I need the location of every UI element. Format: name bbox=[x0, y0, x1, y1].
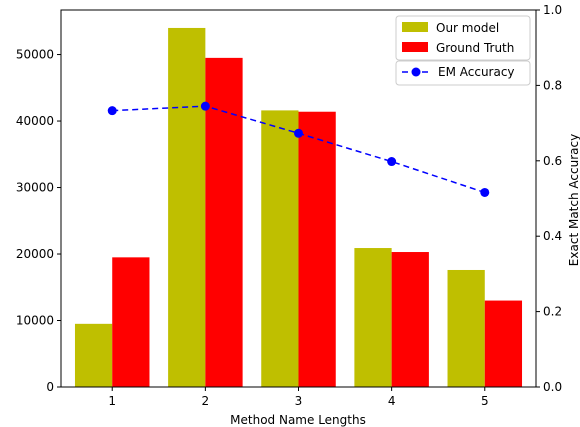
bar-our-model-5 bbox=[447, 269, 485, 387]
bar-ground-truth-3 bbox=[298, 111, 336, 387]
left-tick-label: 20000 bbox=[16, 247, 54, 261]
em-accuracy-point-2 bbox=[200, 101, 210, 111]
bar-our-model-1 bbox=[74, 323, 113, 387]
bar-ground-truth-2 bbox=[205, 57, 243, 387]
em-accuracy-point-1 bbox=[107, 106, 117, 116]
y2-axis-label: Exact Match Accuracy bbox=[567, 134, 580, 266]
bar-our-model-4 bbox=[354, 248, 392, 387]
right-tick-label: 0.6 bbox=[543, 154, 562, 168]
bar-legend-box bbox=[395, 15, 531, 61]
x-ticks: 1 2 3 4 5 bbox=[108, 387, 489, 408]
bar-our-model-2 bbox=[168, 27, 206, 387]
em-accuracy-point-5 bbox=[480, 187, 490, 197]
em-accuracy-line-group bbox=[107, 101, 490, 197]
x-tick-label: 1 bbox=[108, 394, 116, 408]
legend-swatch-0 bbox=[402, 22, 428, 32]
right-tick-label: 0.2 bbox=[543, 305, 562, 319]
legend-label-1: Ground Truth bbox=[436, 41, 514, 55]
line-legend: EM Accuracy bbox=[395, 60, 531, 86]
x-tick-label: 3 bbox=[295, 394, 303, 408]
left-tick-label: 40000 bbox=[16, 114, 54, 128]
left-y-ticks: 0 10000 20000 30000 40000 50000 bbox=[16, 48, 61, 394]
x-tick-label: 2 bbox=[202, 394, 210, 408]
bar-legend: Our model Ground Truth bbox=[395, 15, 531, 61]
legend-label-em-accuracy: EM Accuracy bbox=[438, 65, 515, 79]
left-tick-label: 30000 bbox=[16, 181, 54, 195]
legend-label-0: Our model bbox=[436, 21, 499, 35]
line-legend-box bbox=[395, 60, 531, 86]
em-accuracy-point-4 bbox=[387, 157, 397, 167]
x-tick-label: 4 bbox=[388, 394, 396, 408]
right-tick-label: 0.8 bbox=[543, 78, 562, 92]
bars-group bbox=[74, 27, 523, 387]
legend-marker-sample bbox=[411, 67, 421, 77]
x-axis-label: Method Name Lengths bbox=[230, 413, 366, 427]
bar-our-model-3 bbox=[261, 110, 299, 387]
em-accuracy-point-3 bbox=[294, 128, 303, 138]
right-tick-label: 0.0 bbox=[543, 380, 562, 394]
left-tick-label: 0 bbox=[46, 380, 54, 394]
legend-swatch-1 bbox=[402, 42, 428, 52]
left-tick-label: 50000 bbox=[16, 48, 54, 62]
left-tick-label: 10000 bbox=[16, 314, 54, 328]
x-tick-label: 5 bbox=[481, 394, 489, 408]
bar-ground-truth-5 bbox=[484, 300, 523, 387]
right-tick-label: 0.4 bbox=[543, 229, 562, 243]
bar-ground-truth-4 bbox=[391, 252, 429, 387]
right-tick-label: 1.0 bbox=[543, 3, 562, 17]
right-y-ticks: 0.0 0.2 0.4 0.6 0.8 1.0 bbox=[536, 3, 562, 394]
bar-ground-truth-1 bbox=[112, 257, 150, 387]
